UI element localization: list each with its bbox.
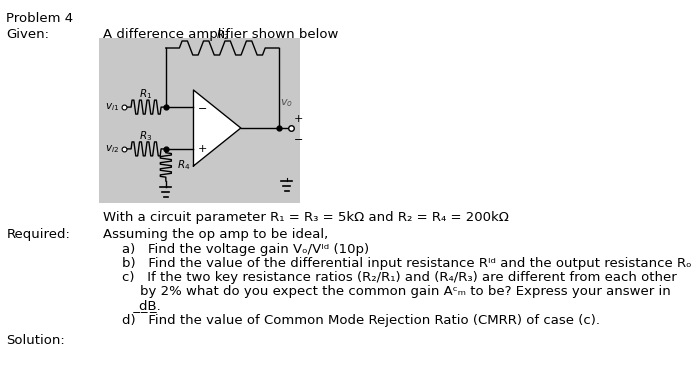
Text: $v_{i2}$: $v_{i2}$ [105,143,119,155]
Text: d)   Find the value of Common Mode Rejection Ratio (CMRR) of case (c).: d) Find the value of Common Mode Rejecti… [122,314,601,327]
Text: $R_2$: $R_2$ [216,28,229,42]
Text: a)   Find the voltage gain Vₒ/Vᴵᵈ (10p): a) Find the voltage gain Vₒ/Vᴵᵈ (10p) [122,243,370,256]
Text: $-$: $-$ [197,102,207,112]
Text: $+$: $+$ [293,112,303,123]
Text: Assuming the op amp to be ideal,: Assuming the op amp to be ideal, [103,228,328,241]
Text: b)   Find the value of the differential input resistance Rᴵᵈ and the output resi: b) Find the value of the differential in… [122,257,692,270]
Polygon shape [193,90,241,166]
Text: $v_{i1}$: $v_{i1}$ [105,101,119,113]
Text: $+$: $+$ [197,143,208,155]
Text: Required:: Required: [6,228,70,241]
Text: With a circuit parameter R₁ = R₃ = 5kΩ and R₂ = R₄ = 200kΩ: With a circuit parameter R₁ = R₃ = 5kΩ a… [103,211,508,224]
Text: $R_1$: $R_1$ [139,87,153,101]
Text: $R_3$: $R_3$ [139,129,153,143]
Bar [99,38,300,203]
Text: by 2% what do you expect the common gain Aᶜₘ to be? Express your answer in: by 2% what do you expect the common gain… [140,285,671,298]
Text: $R_4$: $R_4$ [177,158,190,172]
Text: $v_o$: $v_o$ [280,97,293,109]
Text: c)   If the two key resistance ratios (R₂/R₁) and (R₄/R₃) are different from eac: c) If the two key resistance ratios (R₂/… [122,271,677,284]
Text: A difference amplifier shown below: A difference amplifier shown below [103,28,338,41]
Text: Problem 4: Problem 4 [6,12,74,25]
Text: $-$: $-$ [293,133,303,143]
Text: Solution:: Solution: [6,334,65,347]
Text: ̲d̲B̲.: ̲d̲B̲. [140,299,162,312]
Text: Given:: Given: [6,28,49,41]
